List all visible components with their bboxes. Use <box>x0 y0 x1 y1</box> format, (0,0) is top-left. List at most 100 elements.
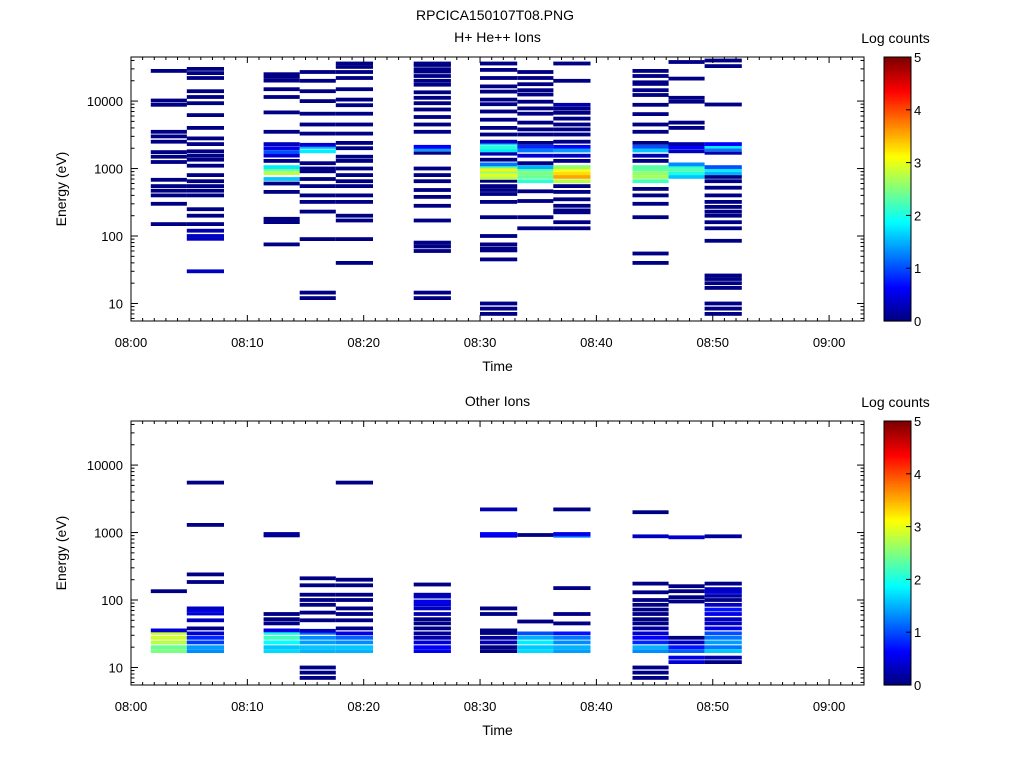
colorbar-step <box>884 663 911 666</box>
o-cell-11-3 <box>704 645 742 650</box>
h-cell-6-6 <box>480 242 518 247</box>
h-cell-9-17 <box>632 122 669 127</box>
h-cell-10-4 <box>668 162 705 167</box>
x-tick-label: 08:20 <box>347 335 380 350</box>
colorbar-step <box>884 79 911 82</box>
colorbar-step <box>884 94 911 98</box>
colorbar-step <box>884 268 911 271</box>
y-tick-label: 10000 <box>87 458 123 473</box>
h-cell-1-13 <box>186 157 224 162</box>
colorbar-step <box>884 250 911 254</box>
h-cell-8-22 <box>553 110 591 115</box>
h-cell-1-6 <box>186 207 224 212</box>
o-cell-7-2 <box>517 640 554 645</box>
h-cell-9-1 <box>632 251 669 256</box>
colorbar-step <box>884 460 911 464</box>
o-cell-2-9 <box>263 534 300 538</box>
colorbar-step <box>884 233 911 236</box>
colorbar-step <box>884 257 911 260</box>
h-cell-1-5 <box>186 213 224 218</box>
colorbar-step <box>884 616 911 620</box>
h-cell-4-5 <box>335 193 373 198</box>
o-cell-11-8 <box>704 621 742 626</box>
colorbar-step <box>884 506 911 510</box>
colorbar-step <box>884 601 911 605</box>
colorbar-step <box>884 608 911 611</box>
h-cell-11-24 <box>704 142 742 146</box>
o-cell-9-11 <box>632 612 669 616</box>
o-cell-5-14 <box>413 582 451 587</box>
colorbar-step <box>884 125 911 128</box>
h-cell-6-5 <box>480 246 518 251</box>
colorbar-step <box>884 676 911 679</box>
h-cell-10-3 <box>668 165 705 169</box>
o-cell-11-7 <box>704 626 742 631</box>
colorbar-step <box>884 116 911 120</box>
h-cell-0-3 <box>150 188 187 193</box>
h-cell-3-7 <box>299 177 336 181</box>
colorbar-step <box>884 294 911 298</box>
colorbar-step <box>884 191 911 194</box>
h-cell-5-19 <box>413 101 451 106</box>
colorbar-step <box>884 599 911 602</box>
o-cell-3-5 <box>299 640 336 645</box>
h-cell-5-8 <box>413 188 451 192</box>
x-tick-label: 09:00 <box>813 699 846 714</box>
o-cell-0-3 <box>150 635 187 640</box>
o-cell-4-1 <box>335 645 373 650</box>
h-cell-6-34 <box>480 76 518 80</box>
x-tick-label: 08:50 <box>696 335 729 350</box>
h-cell-9-10 <box>632 165 669 169</box>
colorbar-step <box>884 140 911 144</box>
colorbar-step <box>884 421 911 424</box>
h-cell-6-32 <box>480 89 518 94</box>
o-cell-4-10 <box>335 592 373 597</box>
heatmap-cells <box>150 480 742 680</box>
colorbar-step <box>884 189 911 192</box>
colorbar-step <box>884 228 911 232</box>
o-cell-3-14 <box>299 583 336 588</box>
colorbar-step <box>884 643 911 646</box>
colorbar-step <box>884 592 911 596</box>
h-cell-8-13 <box>553 159 591 163</box>
colorbar-step <box>884 136 911 139</box>
h-cell-7-24 <box>517 70 554 74</box>
colorbar-step <box>884 447 911 451</box>
o-cell-6-7 <box>480 606 518 611</box>
h-cell-9-21 <box>632 88 669 93</box>
h-cell-3-1 <box>299 290 336 295</box>
colorbar-step <box>884 272 911 276</box>
o-cell-7-3 <box>517 635 554 640</box>
h-cell-11-18 <box>704 171 742 175</box>
colorbar-step <box>884 487 911 490</box>
y-tick-label: 10 <box>109 296 123 311</box>
h-cell-3-12 <box>299 146 336 149</box>
o-cell-4-13 <box>335 480 373 485</box>
colorbar-step <box>884 83 911 87</box>
colorbar-step <box>884 160 911 164</box>
h-cell-6-8 <box>480 215 518 220</box>
h-cell-7-8 <box>517 165 554 169</box>
colorbar-step <box>884 557 911 561</box>
colorbar: Log counts 0 1 2 3 4 5 <box>861 394 930 693</box>
o-cell-0-6 <box>150 589 187 594</box>
colorbar-frame <box>883 56 912 322</box>
colorbar-step <box>884 120 911 124</box>
colorbar-step <box>884 147 911 150</box>
h-cell-4-3 <box>335 213 373 218</box>
h-cell-7-1 <box>517 215 554 220</box>
o-cell-4-9 <box>335 598 373 602</box>
colorbar-step <box>884 427 911 431</box>
colorbar-step <box>884 248 911 252</box>
o-cell-10-7 <box>668 595 705 600</box>
h-cell-9-12 <box>632 153 669 158</box>
h-cell-11-9 <box>704 220 742 225</box>
h-cell-4-18 <box>335 97 373 102</box>
o-cell-1-13 <box>186 480 224 485</box>
h-cell-6-28 <box>480 117 518 122</box>
colorbar-step <box>884 533 911 536</box>
colorbar-step <box>884 577 911 580</box>
h-cell-1-16 <box>186 142 224 146</box>
o-cell-11-17 <box>704 581 742 586</box>
colorbar-step <box>884 290 911 293</box>
